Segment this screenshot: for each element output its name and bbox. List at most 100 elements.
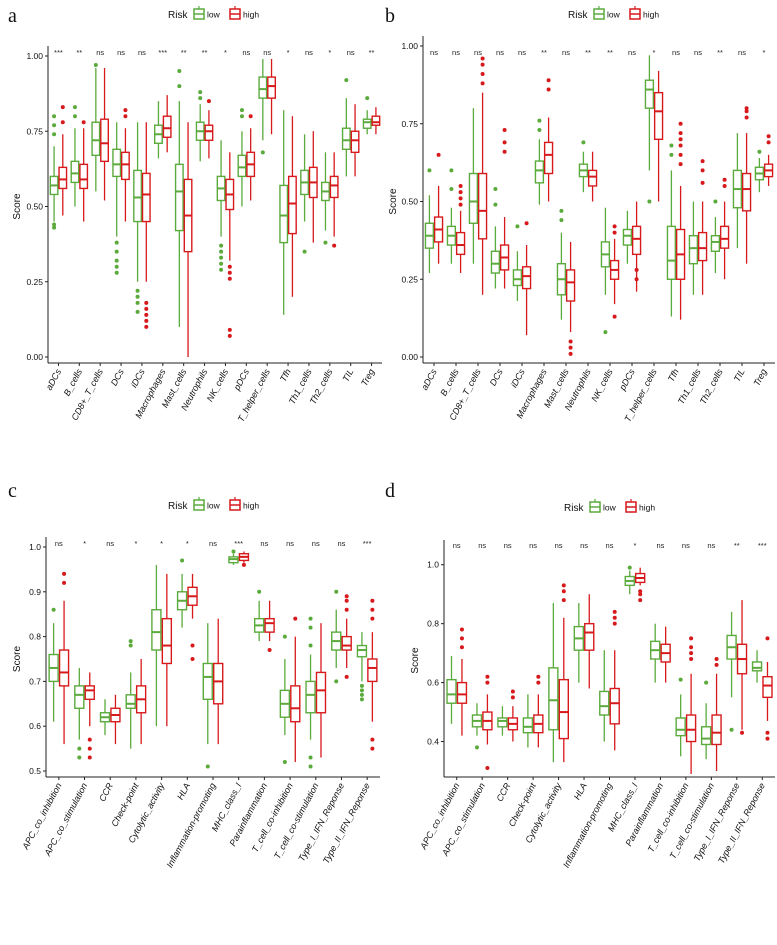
outlier-point — [647, 199, 652, 204]
box-high-DCs — [499, 127, 510, 289]
box-iqr — [162, 115, 172, 138]
box-high-pDCs — [631, 201, 642, 292]
outlier-point — [612, 314, 617, 319]
box-low-Parainflammation — [650, 623, 661, 683]
outlier-point — [700, 159, 705, 164]
box-low-APC_co_stimulation — [74, 667, 85, 760]
outlier-point — [689, 657, 694, 662]
box-low-T_cell_co-stimulation — [305, 616, 316, 769]
box-low-aDCs — [424, 168, 435, 274]
outlier-point — [144, 324, 149, 329]
x-tick-label: Inflammation-promoting — [561, 781, 614, 869]
box-iqr — [174, 163, 184, 232]
outlier-point — [260, 150, 265, 155]
legend-title: Risk — [564, 503, 584, 514]
box-high-TIL — [741, 106, 752, 264]
box-low-TIL — [732, 133, 743, 249]
box-low-DCs — [112, 122, 122, 275]
outlier-point — [190, 657, 195, 661]
plot-area: ns ns ns ns ns ** ns ** ** ns * ns ns ** ns * — [424, 48, 774, 356]
significance-label: ns — [529, 541, 537, 550]
outlier-point — [459, 645, 464, 650]
box-high-iDCs — [521, 221, 532, 336]
significance-label: ns — [96, 48, 104, 57]
outlier-point — [227, 264, 232, 269]
box-low-Inflammation-promoting — [202, 623, 213, 769]
outlier-point — [669, 143, 674, 148]
box-low-Macrophages — [534, 118, 545, 205]
outlier-point — [638, 592, 643, 597]
outlier-point — [510, 689, 515, 694]
box-iqr — [120, 151, 130, 181]
box-iqr — [305, 680, 316, 714]
legend-label: low — [207, 501, 221, 511]
significance-label: ns — [117, 48, 125, 57]
significance-label: ** — [181, 48, 187, 57]
box-low-HLA — [176, 558, 188, 628]
box-iqr — [719, 225, 730, 249]
box-low-Mast_cells — [556, 208, 567, 320]
box-low-APC_co_inhibition — [446, 656, 457, 724]
significance-label: ns — [580, 541, 588, 550]
box-high-Macrophages — [543, 78, 554, 202]
box-low-APC_co_inhibition — [48, 607, 59, 722]
outlier-point — [344, 607, 349, 612]
box-high-Tfh — [675, 121, 686, 320]
outlier-point — [612, 224, 617, 229]
outlier-point — [612, 621, 617, 626]
outlier-point — [729, 727, 734, 732]
outlier-point — [123, 108, 128, 113]
outlier-point — [485, 766, 490, 771]
legend: Risk low high — [564, 499, 655, 514]
outlier-point — [180, 558, 185, 563]
outlier-point — [714, 657, 719, 662]
significance-label: ns — [474, 48, 482, 57]
y-axis: 0.4 0.6 0.8 1.0 Score — [410, 540, 445, 777]
box-low-TIL — [341, 78, 351, 177]
outlier-point — [359, 683, 364, 688]
legend-key-low: low — [589, 499, 617, 513]
significance-label: ns — [260, 539, 268, 548]
box-high-MHC_class_I — [238, 551, 250, 567]
box-iqr — [490, 250, 501, 274]
x-tick-label: aDCs — [419, 367, 439, 392]
outlier-point — [537, 118, 542, 123]
box-low-Th1_cells — [300, 134, 310, 254]
significance-label: ns — [672, 48, 680, 57]
outlier-point — [334, 589, 339, 594]
outlier-point — [612, 230, 617, 235]
box-iqr — [264, 617, 275, 633]
plot-area: *** ** ns ns ns *** ** ** * ns ns * ns * ns ** — [49, 48, 381, 357]
significance-label: ns — [263, 48, 271, 57]
outlier-point — [302, 249, 307, 254]
box-iqr — [204, 124, 214, 141]
x-tick-label: DCs — [488, 367, 505, 388]
significance-label: * — [134, 539, 137, 548]
x-tick-label: B_cells — [438, 367, 461, 398]
box-high-Neutrophils — [587, 151, 598, 202]
box-low-NK_cells — [600, 207, 611, 335]
outlier-point — [612, 615, 617, 620]
y-tick-label: 0.25 — [26, 277, 43, 287]
box-iqr — [455, 231, 466, 256]
box-low-APC_co_stimulation — [471, 703, 483, 750]
outlier-point — [485, 674, 490, 679]
outlier-point — [60, 105, 65, 110]
box-iqr — [267, 76, 277, 99]
y-tick-label: 0.4 — [427, 737, 439, 747]
outlier-point — [227, 270, 232, 275]
significance-label: ns — [209, 539, 217, 548]
outlier-point — [502, 149, 507, 154]
outlier-point — [365, 96, 370, 101]
plot-area: ns ns ns ns ns ns ns * ns ns ns ** *** — [446, 541, 773, 774]
x-tick-label: pDCs — [231, 367, 251, 393]
panel-a: a Risk low high0.000.250.500.751.00Score***… — [8, 5, 382, 424]
outlier-point — [757, 149, 762, 154]
legend-key-low: low — [193, 6, 221, 20]
significance-label: * — [634, 541, 637, 550]
significance-label: * — [160, 539, 163, 548]
box-low-Tfh — [279, 110, 289, 315]
significance-label: ns — [347, 48, 355, 57]
box-iqr — [237, 154, 247, 178]
